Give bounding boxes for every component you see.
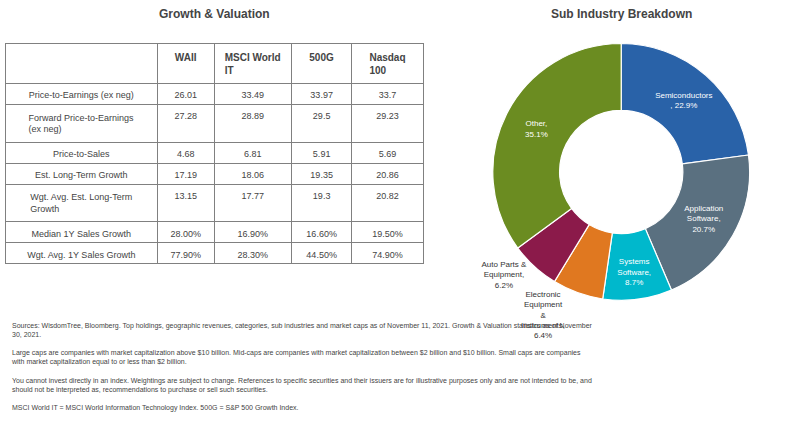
svg-text:Sub Industry Breakdown: Sub Industry Breakdown <box>551 7 692 21</box>
svg-text:Wgt. Avg. 1Y Sales Growth: Wgt. Avg. 1Y Sales Growth <box>27 250 135 260</box>
svg-text:28.30%: 28.30% <box>237 250 268 260</box>
svg-text:MSCI WorldIT: MSCI WorldIT <box>225 52 281 76</box>
svg-text:33.97: 33.97 <box>310 90 333 100</box>
svg-text:ApplicationSoftware,20.7%: ApplicationSoftware,20.7% <box>684 204 723 234</box>
svg-text:74.90%: 74.90% <box>372 250 403 260</box>
svg-text:17.19: 17.19 <box>175 170 198 180</box>
svg-text:Price-to-Earnings (ex neg): Price-to-Earnings (ex neg) <box>29 90 134 100</box>
svg-text:16.60%: 16.60% <box>306 229 337 239</box>
svg-text:33.49: 33.49 <box>241 90 264 100</box>
svg-text:27.28: 27.28 <box>175 111 198 121</box>
svg-text:Price-to-Sales: Price-to-Sales <box>53 149 110 159</box>
svg-text:20.86: 20.86 <box>376 170 399 180</box>
svg-text:Other,35.1%: Other,35.1% <box>525 119 548 138</box>
svg-text:Median 1Y Sales Growth: Median 1Y Sales Growth <box>32 229 131 239</box>
svg-text:19.35: 19.35 <box>310 170 333 180</box>
svg-text:19.50%: 19.50% <box>372 229 403 239</box>
svg-text:Sources: WisdomTree, Bloomberg: Sources: WisdomTree, Bloomberg. Top hold… <box>11 322 593 412</box>
svg-text:SystemsSoftware,8.7%: SystemsSoftware,8.7% <box>617 257 651 287</box>
svg-text:Semiconductors, 22.9%: Semiconductors, 22.9% <box>655 91 712 110</box>
svg-text:Growth & Valuation: Growth & Valuation <box>159 7 270 21</box>
svg-text:29.5: 29.5 <box>313 111 331 121</box>
svg-text:4.68: 4.68 <box>177 149 195 159</box>
svg-text:20.82: 20.82 <box>376 191 399 201</box>
svg-text:6.81: 6.81 <box>244 149 262 159</box>
svg-text:16.90%: 16.90% <box>237 229 268 239</box>
svg-text:19.3: 19.3 <box>313 191 331 201</box>
svg-text:500G: 500G <box>309 52 334 63</box>
svg-text:33.7: 33.7 <box>379 90 397 100</box>
svg-text:Auto Parts &Equipment,6.2%: Auto Parts &Equipment,6.2% <box>481 260 527 290</box>
svg-text:Est. Long-Term Growth: Est. Long-Term Growth <box>35 170 128 180</box>
svg-text:Wgt. Avg. Est. Long-TermGrowth: Wgt. Avg. Est. Long-TermGrowth <box>30 192 132 214</box>
svg-text:5.69: 5.69 <box>379 149 397 159</box>
svg-text:Nasdaq100: Nasdaq100 <box>369 52 405 76</box>
svg-text:5.91: 5.91 <box>313 149 331 159</box>
svg-text:26.01: 26.01 <box>175 90 198 100</box>
svg-text:18.06: 18.06 <box>241 170 264 180</box>
svg-text:29.23: 29.23 <box>376 111 399 121</box>
svg-text:Forward Price-to-Earnings(ex n: Forward Price-to-Earnings(ex neg) <box>29 113 135 135</box>
svg-text:ElectronicEquipment&Instrument: ElectronicEquipment&Instruments,6.4% <box>521 290 565 341</box>
svg-text:28.00%: 28.00% <box>171 229 202 239</box>
svg-text:44.50%: 44.50% <box>306 250 337 260</box>
svg-text:77.90%: 77.90% <box>171 250 202 260</box>
svg-text:WAII: WAII <box>175 52 197 63</box>
svg-text:13.15: 13.15 <box>175 191 198 201</box>
svg-text:17.77: 17.77 <box>241 191 264 201</box>
svg-text:28.89: 28.89 <box>241 111 264 121</box>
